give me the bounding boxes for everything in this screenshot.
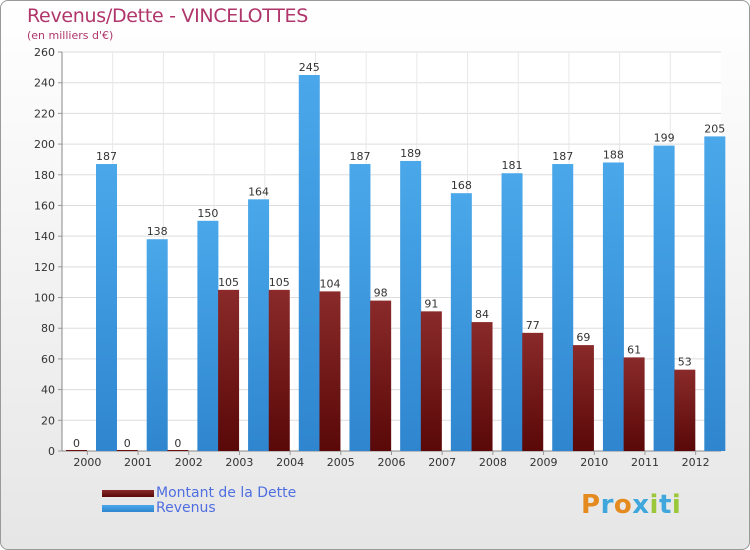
legend-swatch-revenus xyxy=(102,505,154,512)
y-tick-label: 220 xyxy=(34,107,55,120)
value-label-revenus-2008: 181 xyxy=(502,159,523,172)
bar-dette-2005 xyxy=(319,291,341,451)
x-tick-label: 2009 xyxy=(530,456,558,469)
y-tick-label: 200 xyxy=(34,138,55,151)
x-tick-label: 2007 xyxy=(428,456,456,469)
y-tick-label: 0 xyxy=(48,445,55,458)
value-label-revenus-2006: 189 xyxy=(400,147,421,160)
x-tick-label: 2000 xyxy=(73,456,101,469)
value-label-dette-2011: 61 xyxy=(627,343,641,356)
y-tick-label: 260 xyxy=(34,46,55,59)
value-label-revenus-2002: 150 xyxy=(197,207,218,220)
bar-dette-2007 xyxy=(420,311,442,451)
x-tick-label: 2006 xyxy=(378,456,406,469)
value-label-dette-2004: 105 xyxy=(269,276,290,289)
value-label-dette-2006: 98 xyxy=(374,287,388,300)
y-tick-label: 100 xyxy=(34,292,55,305)
value-label-dette-2012: 53 xyxy=(678,356,692,369)
bar-revenus-2012 xyxy=(704,136,726,451)
bar-revenus-2005 xyxy=(349,164,371,451)
logo-letter: P xyxy=(581,490,601,520)
chart-title: Revenus/Dette - VINCELOTTES xyxy=(27,5,308,27)
bar-revenus-2003 xyxy=(248,199,270,451)
value-label-dette-2008: 84 xyxy=(475,308,489,321)
x-tick-label: 2008 xyxy=(479,456,507,469)
bar-revenus-2008 xyxy=(501,173,523,451)
bar-revenus-2009 xyxy=(552,164,574,451)
bar-dette-2009 xyxy=(522,332,544,451)
value-label-dette-2002: 0 xyxy=(174,437,181,450)
bar-dette-2004 xyxy=(268,289,290,451)
value-label-revenus-2012: 205 xyxy=(704,122,725,135)
y-tick-label: 60 xyxy=(41,353,55,366)
proxiti-logo: Proxiti xyxy=(581,490,681,520)
value-label-dette-2007: 91 xyxy=(424,297,438,310)
value-label-dette-2001: 0 xyxy=(124,437,131,450)
logo-letter: o xyxy=(613,490,633,520)
value-label-revenus-2010: 188 xyxy=(603,148,624,161)
bar-dette-2012 xyxy=(674,369,696,451)
bar-dette-2000 xyxy=(66,450,87,451)
bar-dette-2011 xyxy=(623,357,645,451)
value-label-dette-2009: 77 xyxy=(526,319,540,332)
value-label-revenus-2005: 187 xyxy=(349,150,370,163)
value-label-revenus-2011: 199 xyxy=(654,132,675,145)
bar-dette-2010 xyxy=(572,345,594,451)
x-tick-label: 2002 xyxy=(175,456,203,469)
x-tick-label: 2001 xyxy=(124,456,152,469)
chart-subtitle: (en milliers d'€) xyxy=(27,29,114,42)
legend-label-dette: Montant de la Dette xyxy=(156,485,297,501)
value-label-revenus-2009: 187 xyxy=(552,150,573,163)
y-tick-label: 120 xyxy=(34,261,55,274)
bar-dette-2008 xyxy=(471,322,493,451)
value-label-revenus-2003: 164 xyxy=(248,185,269,198)
bar-revenus-2010 xyxy=(602,162,624,451)
bar-revenus-2007 xyxy=(450,193,472,451)
value-label-dette-2000: 0 xyxy=(73,437,80,450)
y-tick-label: 240 xyxy=(34,77,55,90)
logo-letter: x xyxy=(632,490,650,520)
bar-revenus-2000 xyxy=(96,164,117,451)
y-tick-label: 40 xyxy=(41,384,55,397)
value-label-revenus-2001: 138 xyxy=(147,225,168,238)
bar-revenus-2002 xyxy=(197,220,219,451)
bar-revenus-2001 xyxy=(146,239,168,451)
legend-label-revenus: Revenus xyxy=(156,500,216,516)
logo-letter: r xyxy=(600,490,614,520)
y-tick-label: 20 xyxy=(41,414,55,427)
value-label-revenus-2007: 168 xyxy=(451,179,472,192)
value-label-revenus-2000: 187 xyxy=(96,150,117,163)
y-tick-label: 180 xyxy=(34,169,55,182)
x-tick-label: 2003 xyxy=(225,456,253,469)
value-label-revenus-2004: 245 xyxy=(299,61,320,74)
bar-dette-2006 xyxy=(370,300,392,451)
value-label-dette-2003: 105 xyxy=(218,276,239,289)
x-tick-label: 2012 xyxy=(682,456,710,469)
bar-revenus-2006 xyxy=(400,160,422,451)
y-tick-label: 160 xyxy=(34,199,55,212)
bar-revenus-2004 xyxy=(298,75,320,452)
bar-dette-2002 xyxy=(167,450,189,451)
value-label-dette-2010: 69 xyxy=(576,331,590,344)
x-tick-label: 2011 xyxy=(631,456,659,469)
logo-letter: i xyxy=(649,490,659,520)
value-label-dette-2005: 104 xyxy=(319,277,340,290)
bar-dette-2003 xyxy=(218,289,240,451)
x-tick-label: 2010 xyxy=(580,456,608,469)
y-tick-label: 80 xyxy=(41,322,55,335)
bar-revenus-2011 xyxy=(653,145,675,451)
bar-dette-2001 xyxy=(116,450,138,451)
legend-swatch-dette xyxy=(102,490,154,497)
x-tick-label: 2005 xyxy=(327,456,355,469)
x-tick-label: 2004 xyxy=(276,456,304,469)
y-tick-label: 140 xyxy=(34,230,55,243)
logo-letter: t xyxy=(658,490,672,520)
logo-letter: i xyxy=(671,490,682,520)
